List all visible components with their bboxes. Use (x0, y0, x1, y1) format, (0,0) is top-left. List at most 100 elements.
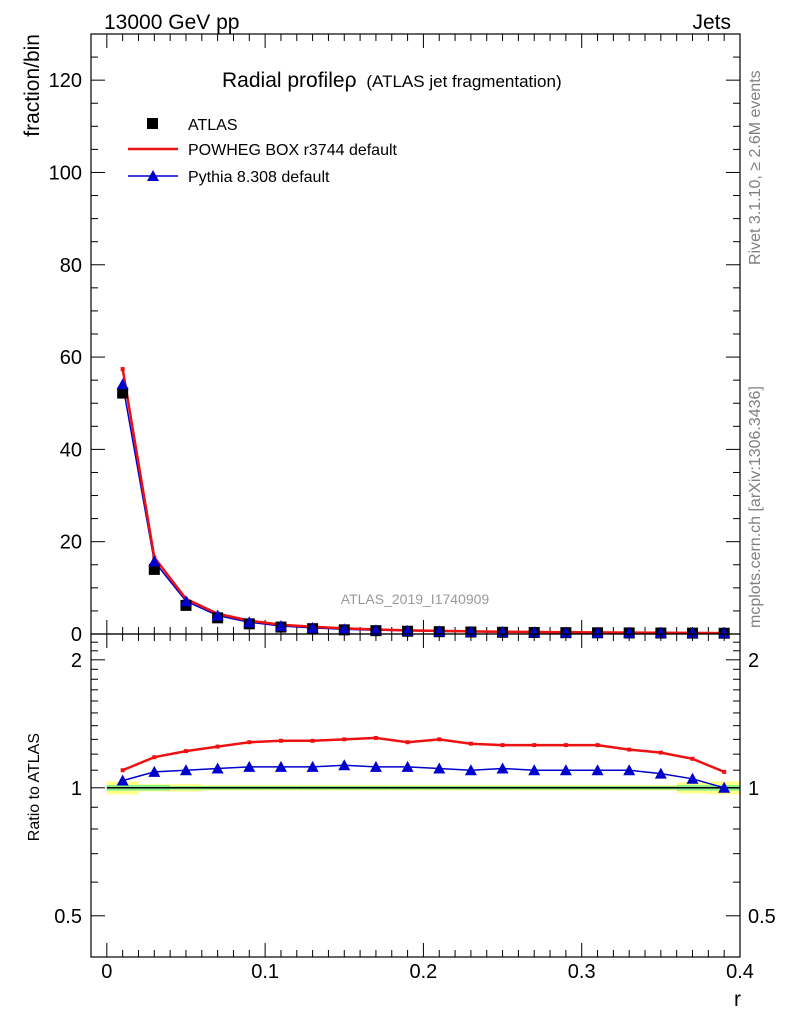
main-y-axis-label: fraction/bin (21, 34, 44, 137)
pythia-point (623, 626, 636, 638)
ratio-powheg-point (183, 749, 188, 754)
process-label: Jets (692, 11, 731, 34)
ratio-powheg-point (500, 743, 505, 748)
x-tick-label: 0.3 (568, 961, 596, 983)
ratio-pythia-point (116, 774, 129, 786)
ratio-pythia-point (179, 764, 192, 776)
ratio-powheg-point (595, 743, 600, 748)
ratio-uncertainty-band (106, 781, 740, 795)
powheg-point (120, 367, 125, 372)
pythia-point (179, 595, 192, 607)
ratio-pythia-point (243, 760, 256, 772)
ratio-y-tick-label-right: 2 (748, 650, 759, 672)
ratio-powheg-line (122, 736, 725, 774)
ratio-pythia-point (401, 760, 414, 772)
ratio-y-tick-label: 0.5 (54, 906, 82, 928)
pythia-point (401, 624, 414, 636)
ratio-y-tick-label-right: 0.5 (748, 906, 776, 928)
x-tick-label: 0.4 (726, 961, 754, 983)
pythia-point (306, 621, 319, 633)
ratio-powheg-point (120, 768, 125, 773)
chart-title-main: Radial profileρ (222, 69, 357, 92)
x-tick-label: 0.2 (410, 961, 438, 983)
ratio-powheg-point (627, 747, 632, 752)
ratio-powheg-point (342, 737, 347, 742)
ratio-pythia-point (338, 759, 351, 771)
pythia-point (148, 555, 161, 567)
energy-label: 13000 GeV pp (104, 11, 239, 34)
ratio-pythia-point (369, 760, 382, 772)
pythia-point (211, 609, 224, 621)
atlas-point (148, 563, 160, 575)
pythia-point (686, 627, 699, 639)
pythia-point (559, 626, 572, 638)
ratio-pythia-point (559, 764, 572, 776)
chart-subtitle: (ATLAS jet fragmentation) (366, 72, 561, 91)
legend-label-atlas: ATLAS (188, 117, 238, 134)
chart-title: Radial profileρ (ATLAS jet fragmentation… (222, 69, 562, 92)
ratio-powheg-point (215, 744, 220, 749)
ratio-pythia-point (274, 760, 287, 772)
ratio-pythia-line (122, 764, 725, 789)
legend-marker-atlas (147, 118, 158, 129)
ratio-pythia-point (718, 781, 731, 793)
x-tick-label: 0.1 (251, 961, 279, 983)
main-y-tick-label: 60 (60, 347, 82, 369)
ratio-pythia-point (623, 764, 636, 776)
legend-marker-pythia (147, 170, 159, 181)
pythia-point (654, 626, 667, 638)
ratio-pythia-point (211, 762, 224, 774)
ratio-powheg-point (690, 756, 695, 761)
ratio-y-tick-label: 2 (71, 650, 82, 672)
ratio-powheg-point (247, 740, 252, 745)
ratio-pythia-point (306, 760, 319, 772)
ratio-powheg-point (563, 743, 568, 748)
ratio-y-axis-label: Ratio to ATLAS (26, 733, 43, 841)
ratio-y-tick-label: 1 (71, 778, 82, 800)
ratio-pythia-point (686, 772, 699, 784)
pythia-point (338, 623, 351, 635)
atlas-point (117, 387, 129, 399)
main-y-tick-label: 120 (49, 70, 82, 92)
rivet-label: Rivet 3.1.10, ≥ 2.6M events (747, 70, 764, 265)
x-axis-label: r (734, 988, 741, 1011)
pythia-point (369, 624, 382, 636)
main-y-tick-label: 100 (49, 162, 82, 184)
ratio-pythia-point (464, 764, 477, 776)
ratio-pythia-point (654, 767, 667, 779)
ratio-pythia-point (591, 764, 604, 776)
ratio-powheg-point (152, 755, 157, 760)
pythia-point (274, 620, 287, 632)
main-y-tick-label: 20 (60, 532, 82, 554)
x-tick-label: 0 (101, 961, 112, 983)
ratio-y-tick-label-right: 1 (748, 778, 759, 800)
ratio-axes: 0 0.1 0.2 0.3 0.4 0.5 0.5 1 1 2 2 (54, 634, 776, 983)
legend: ATLAS POWHEG BOX r3744 default Pythia 8.… (128, 117, 398, 186)
ratio-powheg-point (373, 735, 378, 740)
ratio-powheg-point (278, 738, 283, 743)
mcplots-label: mcplots.cern.ch [arXiv:1306.3436] (747, 386, 764, 628)
ratio-powheg-point (437, 737, 442, 742)
ratio-pythia-point (433, 762, 446, 774)
main-y-tick-label: 80 (60, 255, 82, 277)
legend-label-powheg: POWHEG BOX r3744 default (188, 142, 398, 159)
pythia-point (116, 378, 129, 390)
main-y-tick-label: 40 (60, 439, 82, 461)
pythia-point (243, 616, 256, 628)
legend-label-pythia: Pythia 8.308 default (188, 169, 330, 186)
ratio-powheg-point (405, 740, 410, 745)
ratio-powheg-point (722, 769, 727, 774)
analysis-label: ATLAS_2019_I1740909 (341, 591, 490, 607)
ratio-pythia-point (148, 765, 161, 777)
main-y-tick-label: 0 (71, 624, 82, 646)
ratio-powheg-point (468, 741, 473, 746)
ratio-powheg-point (532, 743, 537, 748)
ratio-pythia-point (528, 764, 541, 776)
pythia-point (718, 627, 731, 639)
ratio-powheg-point (310, 738, 315, 743)
ratio-powheg-point (658, 750, 663, 755)
ratio-panel-frame (90, 633, 741, 958)
ratio-data (116, 735, 731, 793)
ratio-pythia-point (496, 762, 509, 774)
